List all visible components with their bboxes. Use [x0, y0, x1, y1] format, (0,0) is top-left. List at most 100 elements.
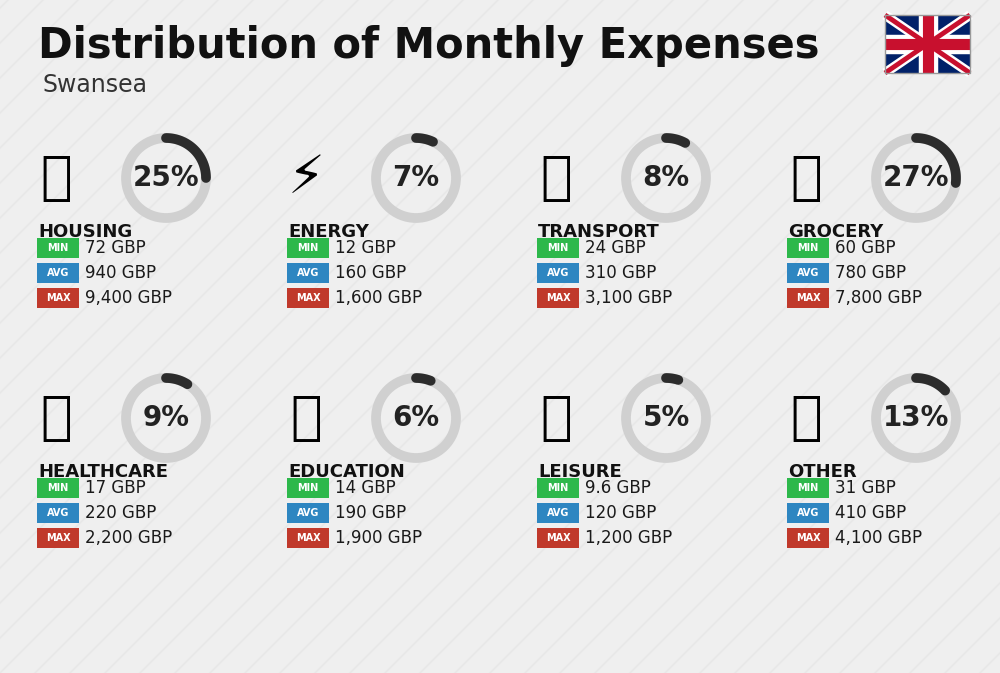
Text: 1,900 GBP: 1,900 GBP: [335, 529, 422, 547]
Text: AVG: AVG: [47, 508, 69, 518]
Text: 410 GBP: 410 GBP: [835, 504, 906, 522]
Bar: [885, 15, 970, 73]
Text: 9%: 9%: [143, 404, 190, 432]
FancyBboxPatch shape: [537, 528, 579, 548]
Text: 940 GBP: 940 GBP: [85, 264, 156, 282]
Text: MIN: MIN: [797, 243, 819, 253]
Text: 💰: 💰: [790, 392, 822, 444]
FancyBboxPatch shape: [37, 288, 79, 308]
Text: 190 GBP: 190 GBP: [335, 504, 406, 522]
FancyBboxPatch shape: [37, 238, 79, 258]
FancyBboxPatch shape: [287, 238, 329, 258]
Text: 6%: 6%: [392, 404, 440, 432]
FancyBboxPatch shape: [787, 238, 829, 258]
FancyBboxPatch shape: [787, 478, 829, 498]
Text: 7,800 GBP: 7,800 GBP: [835, 289, 922, 307]
FancyBboxPatch shape: [37, 263, 79, 283]
Text: HEALTHCARE: HEALTHCARE: [38, 463, 168, 481]
FancyBboxPatch shape: [287, 288, 329, 308]
Text: Distribution of Monthly Expenses: Distribution of Monthly Expenses: [38, 25, 820, 67]
FancyBboxPatch shape: [37, 528, 79, 548]
Text: MAX: MAX: [546, 533, 570, 543]
Text: 160 GBP: 160 GBP: [335, 264, 406, 282]
FancyBboxPatch shape: [537, 263, 579, 283]
Text: MIN: MIN: [297, 243, 319, 253]
FancyBboxPatch shape: [537, 238, 579, 258]
Text: MAX: MAX: [546, 293, 570, 303]
Text: 7%: 7%: [392, 164, 440, 192]
Text: 310 GBP: 310 GBP: [585, 264, 656, 282]
Text: 1,600 GBP: 1,600 GBP: [335, 289, 422, 307]
FancyBboxPatch shape: [537, 503, 579, 523]
Text: 27%: 27%: [883, 164, 949, 192]
Text: HOUSING: HOUSING: [38, 223, 132, 241]
Text: ENERGY: ENERGY: [288, 223, 369, 241]
Text: 13%: 13%: [883, 404, 949, 432]
Text: MAX: MAX: [46, 533, 70, 543]
Text: MIN: MIN: [47, 483, 69, 493]
Text: MIN: MIN: [47, 243, 69, 253]
Text: 🎓: 🎓: [290, 392, 322, 444]
Text: GROCERY: GROCERY: [788, 223, 883, 241]
FancyBboxPatch shape: [37, 478, 79, 498]
Text: EDUCATION: EDUCATION: [288, 463, 405, 481]
Text: MIN: MIN: [547, 243, 569, 253]
Text: AVG: AVG: [547, 268, 569, 278]
Text: 25%: 25%: [133, 164, 199, 192]
Text: 14 GBP: 14 GBP: [335, 479, 396, 497]
Text: 220 GBP: 220 GBP: [85, 504, 156, 522]
Text: MIN: MIN: [797, 483, 819, 493]
Text: 12 GBP: 12 GBP: [335, 239, 396, 257]
Text: AVG: AVG: [47, 268, 69, 278]
Text: 2,200 GBP: 2,200 GBP: [85, 529, 172, 547]
Text: 🏢: 🏢: [40, 152, 72, 204]
Text: 1,200 GBP: 1,200 GBP: [585, 529, 672, 547]
Text: 780 GBP: 780 GBP: [835, 264, 906, 282]
Text: MIN: MIN: [547, 483, 569, 493]
FancyBboxPatch shape: [287, 528, 329, 548]
Text: OTHER: OTHER: [788, 463, 857, 481]
FancyBboxPatch shape: [787, 263, 829, 283]
FancyBboxPatch shape: [287, 263, 329, 283]
Text: 3,100 GBP: 3,100 GBP: [585, 289, 672, 307]
Text: 💓: 💓: [40, 392, 72, 444]
Text: AVG: AVG: [297, 268, 319, 278]
Text: 4,100 GBP: 4,100 GBP: [835, 529, 922, 547]
Text: AVG: AVG: [797, 268, 819, 278]
Text: MIN: MIN: [297, 483, 319, 493]
Text: 8%: 8%: [642, 164, 690, 192]
Text: AVG: AVG: [797, 508, 819, 518]
FancyBboxPatch shape: [537, 478, 579, 498]
FancyBboxPatch shape: [537, 288, 579, 308]
Text: 17 GBP: 17 GBP: [85, 479, 146, 497]
Text: MAX: MAX: [46, 293, 70, 303]
Text: 9.6 GBP: 9.6 GBP: [585, 479, 651, 497]
FancyBboxPatch shape: [787, 503, 829, 523]
Text: MAX: MAX: [796, 293, 820, 303]
Text: AVG: AVG: [297, 508, 319, 518]
Text: 🚌: 🚌: [540, 152, 572, 204]
FancyBboxPatch shape: [37, 503, 79, 523]
Text: MAX: MAX: [796, 533, 820, 543]
Text: 60 GBP: 60 GBP: [835, 239, 896, 257]
Text: Swansea: Swansea: [42, 73, 147, 97]
FancyBboxPatch shape: [287, 478, 329, 498]
Text: 24 GBP: 24 GBP: [585, 239, 646, 257]
Text: 9,400 GBP: 9,400 GBP: [85, 289, 172, 307]
Text: TRANSPORT: TRANSPORT: [538, 223, 660, 241]
Text: ⚡: ⚡: [288, 152, 324, 204]
Text: 5%: 5%: [642, 404, 690, 432]
Text: MAX: MAX: [296, 533, 320, 543]
FancyBboxPatch shape: [787, 288, 829, 308]
FancyBboxPatch shape: [787, 528, 829, 548]
Text: LEISURE: LEISURE: [538, 463, 622, 481]
Text: AVG: AVG: [547, 508, 569, 518]
Text: 72 GBP: 72 GBP: [85, 239, 146, 257]
Bar: [885, 15, 970, 73]
FancyBboxPatch shape: [287, 503, 329, 523]
Text: 🛍: 🛍: [540, 392, 572, 444]
Text: 🛒: 🛒: [790, 152, 822, 204]
Text: 31 GBP: 31 GBP: [835, 479, 896, 497]
Text: 120 GBP: 120 GBP: [585, 504, 656, 522]
Text: MAX: MAX: [296, 293, 320, 303]
